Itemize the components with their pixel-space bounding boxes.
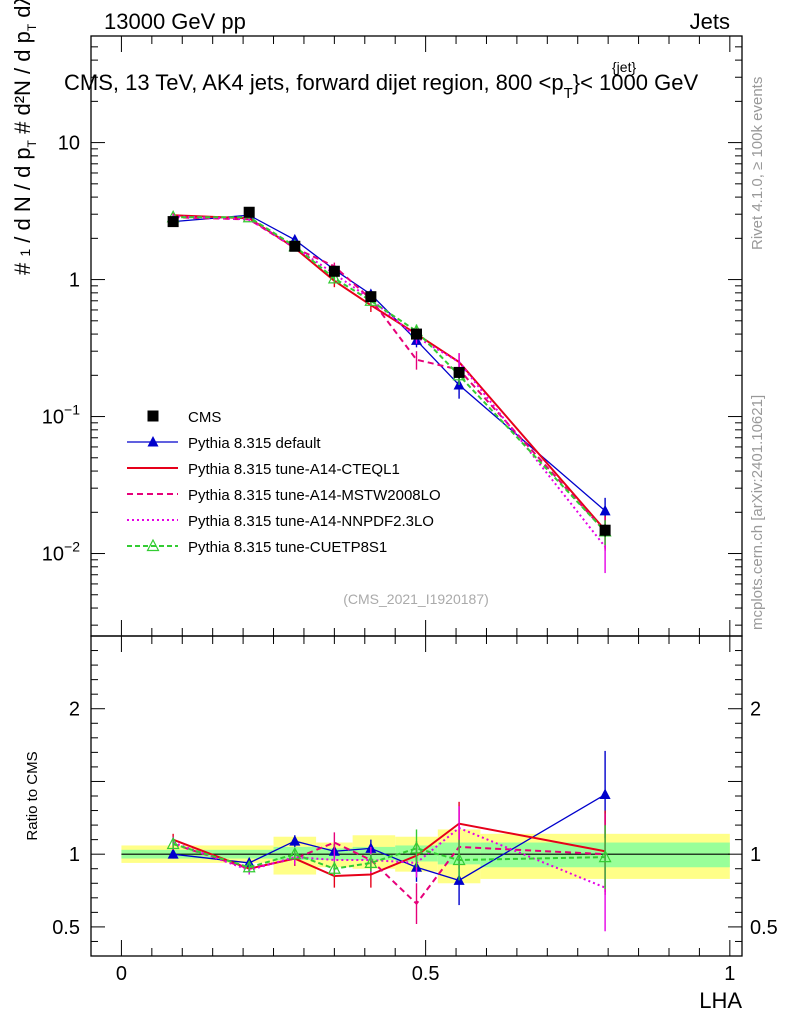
ratio-series-cuetp8s1: [166, 825, 612, 890]
series-line-default: [173, 214, 606, 512]
ratio-line-mstw: [172, 841, 606, 906]
ratio-point-cuetp8s1-2: [288, 846, 302, 860]
ratio-point-cuetp8s1-3: [327, 861, 341, 874]
ratio-line-default: [173, 793, 606, 882]
ratio-line-cuetp8s1: [172, 843, 606, 870]
legend: CMS Pythia 8.315 default Pythia 8.315 tune…: [127, 409, 441, 556]
point-cms-7: [599, 524, 611, 536]
main-ytick-label-exp: −2: [64, 539, 80, 555]
ratio-point-cuetp8s1-4: [364, 855, 378, 869]
legend-marker-cuetp8s1: [146, 538, 160, 552]
main-ytick-label-3: 10: [58, 133, 80, 155]
legend-label-mstw: Pythia 8.315 tune-A14-MSTW2008LO: [188, 487, 441, 504]
point-cms-4: [365, 291, 377, 303]
series-line-nnpdf: [173, 215, 606, 548]
legend-label-cms: CMS: [188, 409, 221, 426]
main-ytick-label-base: 10: [58, 133, 80, 155]
ratio-xtick-label-0: 0: [116, 963, 127, 985]
point-cms-3: [328, 265, 340, 277]
ratio-point-cuetp8s1-0: [166, 836, 180, 850]
analysis-tag: (CMS_2021_I1920187): [343, 591, 489, 607]
point-default-7: [599, 504, 611, 516]
ratio-point-cuetp8s1-6: [452, 852, 466, 866]
ratio-axis-ticks: 0 0.5 1 0.5 0.5 1 1 2 2: [52, 635, 778, 985]
plot-title-sup: {jet}: [612, 59, 636, 75]
x-axis-label: LHA: [699, 988, 742, 1013]
plot-title-end: }< 1000 GeV: [573, 70, 699, 95]
main-series: [166, 206, 612, 574]
ratio-xtick-label-2: 1: [724, 963, 735, 985]
series-line-cteql1: [173, 214, 606, 531]
ratio-xtick-label-1: 0.5: [412, 963, 440, 985]
point-cms-2: [289, 240, 301, 252]
main-ytick-label-base: 10: [42, 544, 64, 566]
header-right: Jets: [690, 9, 730, 34]
ratio-point-default-0: [167, 848, 179, 859]
ratio-ytick-label-left-0: 0.5: [52, 917, 80, 939]
plot-title-main: CMS, 13 TeV, AK4 jets, forward dijet reg…: [64, 70, 564, 95]
ratio-line-cteql1: [172, 822, 606, 878]
ratio-ytick-label-right-2: 2: [750, 699, 761, 721]
series-line-mstw: [173, 216, 606, 533]
ratio-ytick-label-right-0: 0.5: [750, 917, 778, 939]
legend-marker-cms: [147, 410, 159, 422]
legend-label-default: Pythia 8.315 default: [188, 435, 321, 452]
header-left: 13000 GeV pp: [104, 9, 246, 34]
ratio-y-label: Ratio to CMS: [24, 751, 41, 840]
series-line-cuetp8s1: [173, 216, 606, 533]
series-cms: [167, 206, 611, 537]
series-default: [167, 209, 611, 528]
main-ytick-label-1: 10−1: [42, 402, 80, 429]
ratio-point-default-7: [599, 788, 611, 800]
ratio-series-default: [167, 750, 611, 906]
point-cms-5: [411, 328, 422, 340]
y-axis-label: # 1 / d N / d pT # d²N / d pT dλ: [10, 0, 39, 275]
rivet-label: Rivet 4.1.0, ≥ 100k events: [749, 77, 766, 250]
legend-label-cteql1: Pythia 8.315 tune-A14-CTEQL1: [188, 461, 400, 478]
ratio-ytick-label-left-1: 1: [69, 844, 80, 866]
main-ytick-label-exp: −1: [64, 402, 80, 418]
ratio-point-cuetp8s1-1: [242, 859, 256, 873]
main-ytick-label-0: 10−2: [42, 539, 80, 566]
ratio-point-cuetp8s1-5: [410, 841, 423, 854]
legend-label-nnpdf: Pythia 8.315 tune-A14-NNPDF2.3LO: [188, 513, 434, 530]
ratio-ytick-label-left-2: 2: [69, 699, 80, 721]
y-axis-label-text: # 1 / d N / d pT # d²N / d pT dλ: [10, 0, 39, 275]
ratio-bands: [121, 829, 730, 884]
main-ytick-label-base: 10: [42, 407, 64, 429]
point-cms-0: [167, 216, 179, 228]
legend-label-cuetp8s1: Pythia 8.315 tune-CUETP8S1: [188, 539, 387, 556]
plot-title-sub: T: [564, 85, 573, 102]
main-ytick-label-2: 1: [69, 270, 80, 292]
point-cms-1: [243, 206, 255, 218]
point-cuetp8s1-3: [327, 271, 341, 284]
legend-marker-default: [147, 436, 159, 447]
ratio-point-cuetp8s1-7: [598, 849, 612, 863]
ratio-series: [166, 750, 612, 932]
ratio-line-nnpdf: [172, 826, 606, 889]
plot-title: CMS, 13 TeV, AK4 jets, forward dijet reg…: [64, 70, 698, 102]
mcplots-label: mcplots.cern.ch [arXiv:2401.10621]: [749, 395, 766, 630]
main-ytick-label-base: 1: [69, 270, 80, 292]
ratio-ytick-label-right-1: 1: [750, 844, 761, 866]
point-cms-6: [453, 366, 465, 378]
ratio-point-default-2: [289, 835, 301, 846]
